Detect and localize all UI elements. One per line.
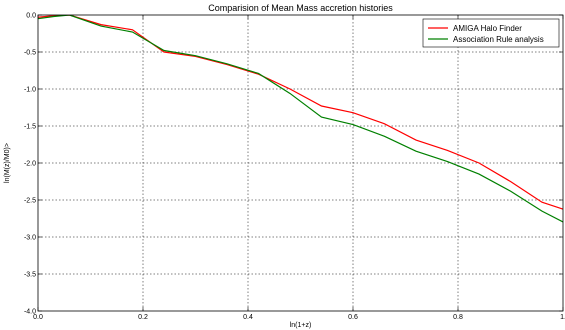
y-tick-label: -3.0 [24, 235, 36, 242]
x-tick-label: 0.2 [138, 314, 148, 321]
grid [38, 15, 563, 311]
legend: AMIGA Halo Finder Association Rule analy… [423, 19, 559, 47]
y-tick-label: -2.0 [24, 161, 36, 168]
series-line-0 [38, 15, 565, 256]
y-axis-label: ln(M(z)/M0)> [4, 143, 11, 183]
legend-label-association: Association Rule analysis [453, 35, 544, 44]
y-tick-label: -1.0 [24, 87, 36, 94]
y-tick-label: -1.5 [24, 124, 36, 131]
x-tick-label: 0.4 [243, 314, 253, 321]
y-tick-label: -2.5 [24, 198, 36, 205]
x-tick-label: 0.6 [348, 314, 358, 321]
y-tick-label: -4.0 [24, 309, 36, 316]
x-tick-label: 0.8 [453, 314, 463, 321]
y-tick-label: -3.5 [24, 272, 36, 279]
x-tick-label: 1. [560, 314, 565, 321]
legend-label-amiga: AMIGA Halo Finder [453, 24, 522, 33]
chart-title: Comparision of Mean Mass accretion histo… [208, 3, 393, 13]
x-axis-label: ln(1+z) [290, 322, 312, 329]
y-tick-label: -0.5 [24, 50, 36, 57]
ticks: 0.00.20.40.60.81.0.0-0.5-1.0-1.5-2.0-2.5… [24, 13, 565, 322]
y-tick-label: 0.0 [26, 13, 36, 20]
